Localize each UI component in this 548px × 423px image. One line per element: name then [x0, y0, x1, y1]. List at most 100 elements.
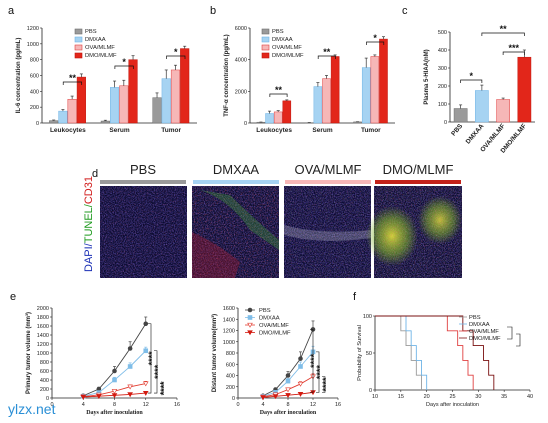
- legend-label: OVA/MLMF: [272, 45, 302, 51]
- x-tick-label: 16: [174, 402, 180, 408]
- x-axis-title: Days after inoculation: [86, 410, 143, 416]
- data-point: [127, 364, 133, 369]
- y-tick-label: 100: [363, 314, 372, 320]
- bar: [110, 87, 120, 124]
- y-tick-label: 1000: [223, 340, 235, 346]
- data-point: [260, 395, 266, 401]
- bar: [152, 97, 162, 124]
- data-point: [247, 307, 253, 313]
- panel-label-b: b: [210, 5, 216, 17]
- bar: [49, 120, 59, 124]
- legend-label: PBS: [272, 29, 284, 35]
- y-axis-title: Probability of Survival: [357, 325, 363, 381]
- y-tick-label: 6000: [235, 26, 247, 32]
- legend-swatch: [74, 52, 83, 59]
- y-tick-label: 1200: [27, 26, 39, 32]
- legend-label: DMO/MLMF: [85, 53, 117, 59]
- y-tick-label: 100: [438, 102, 447, 108]
- x-tick-label: 8: [286, 402, 289, 408]
- x-tick-label: 12: [310, 402, 316, 408]
- sig-star: ****: [153, 364, 163, 379]
- legend-label: PBS: [259, 308, 271, 314]
- x-tick-label: 4: [82, 402, 85, 408]
- chart-a-il6: 0 200 400 600 800 1000 1200 IL-6 concentration …: [16, 26, 197, 134]
- sig-bracket: [507, 326, 513, 340]
- image-ova: [284, 186, 371, 278]
- legend-label: OVA/MLMF: [469, 329, 499, 335]
- y-tick-label: 0: [36, 121, 39, 127]
- legend-swatch: [74, 36, 83, 43]
- survival-curve: [375, 315, 422, 390]
- chart-e-primary: 0 200 400 600 800 1000 1200 1400 1600 1800 2000 Pri…: [25, 306, 180, 416]
- bar: [282, 100, 292, 124]
- bar: [170, 69, 181, 124]
- legend-swatch: [261, 52, 270, 59]
- bar: [67, 99, 77, 124]
- y-axis-title: Distant tumor volume(mm³): [211, 314, 218, 392]
- x-tick-label: Leukocytes: [256, 127, 292, 134]
- sig-star: **: [323, 47, 331, 57]
- bar: [370, 56, 380, 124]
- sig-star: *: [122, 57, 126, 67]
- x-tick-label: 15: [398, 394, 404, 400]
- y-tick-label: 300: [438, 66, 447, 72]
- data-point: [80, 395, 87, 400]
- group-label-dmo: DMO/MLMF: [383, 162, 454, 177]
- y-tick-label: 1800: [37, 315, 49, 321]
- x-tick-label: 0: [50, 402, 53, 408]
- bar: [496, 99, 510, 123]
- y-tick-label: 1200: [37, 342, 49, 348]
- y-tick-label: 1000: [37, 351, 49, 357]
- y-tick-label: 0: [369, 388, 372, 394]
- data-point: [297, 381, 304, 387]
- y-tick-label: 1400: [223, 317, 235, 323]
- legend-label: DMXAA: [85, 37, 106, 43]
- data-point: [111, 393, 118, 399]
- x-tick-label: 25: [449, 394, 455, 400]
- legend-label: DMO/MLMF: [469, 336, 501, 342]
- legend-label: DMO/MLMF: [259, 331, 291, 337]
- bar: [379, 38, 388, 124]
- sig-bracket: [269, 93, 288, 97]
- sig-bracket: [166, 55, 186, 59]
- legend-label: DMXAA: [469, 322, 490, 328]
- x-axis-title: Days after inoculation: [426, 402, 479, 408]
- watermark: ylzx.net: [8, 401, 56, 417]
- data-point: [111, 389, 118, 395]
- bar: [128, 59, 138, 124]
- bar: [330, 56, 340, 124]
- sig-star: ****: [309, 353, 319, 368]
- sig-bracket: [460, 79, 483, 83]
- sig-bracket: [481, 32, 525, 36]
- legend-label: PBS: [469, 315, 481, 321]
- data-point: [285, 373, 291, 378]
- legend-label: DMXAA: [272, 37, 293, 43]
- y-tick-label: 400: [40, 378, 49, 384]
- stain-cd31: CD31: [83, 176, 95, 204]
- bar: [322, 78, 331, 124]
- x-tick-label: 10: [372, 394, 378, 400]
- y-tick-label: 1000: [27, 42, 39, 48]
- data-point: [298, 364, 303, 369]
- data-point: [112, 377, 117, 383]
- data-point: [247, 315, 253, 320]
- panel-label-f: f: [353, 291, 357, 303]
- y-tick-label: 400: [438, 48, 447, 54]
- x-tick-label: 8: [113, 402, 116, 408]
- bar: [475, 90, 489, 123]
- x-axis-title: Days after inoculation: [260, 410, 317, 416]
- group-label-dmxaa: DMXAA: [213, 162, 260, 177]
- group-label-ova: OVA/MLMF: [295, 162, 362, 177]
- group-label-pbs: PBS: [130, 162, 156, 177]
- x-tick-label: Tumor: [161, 127, 181, 134]
- image-dmxaa: [192, 186, 279, 278]
- legend-label: OVA/MLMF: [85, 45, 115, 51]
- data-point: [143, 348, 149, 354]
- legend-swatch: [261, 28, 270, 35]
- x-tick-label: 40: [527, 394, 533, 400]
- chart-f-survival: 0 50 100 10 15 20 25 30 35 40 Probability of Survi…: [357, 314, 533, 408]
- sig-bracket: [160, 383, 164, 394]
- sig-star: ****: [321, 377, 331, 392]
- bar: [273, 111, 283, 124]
